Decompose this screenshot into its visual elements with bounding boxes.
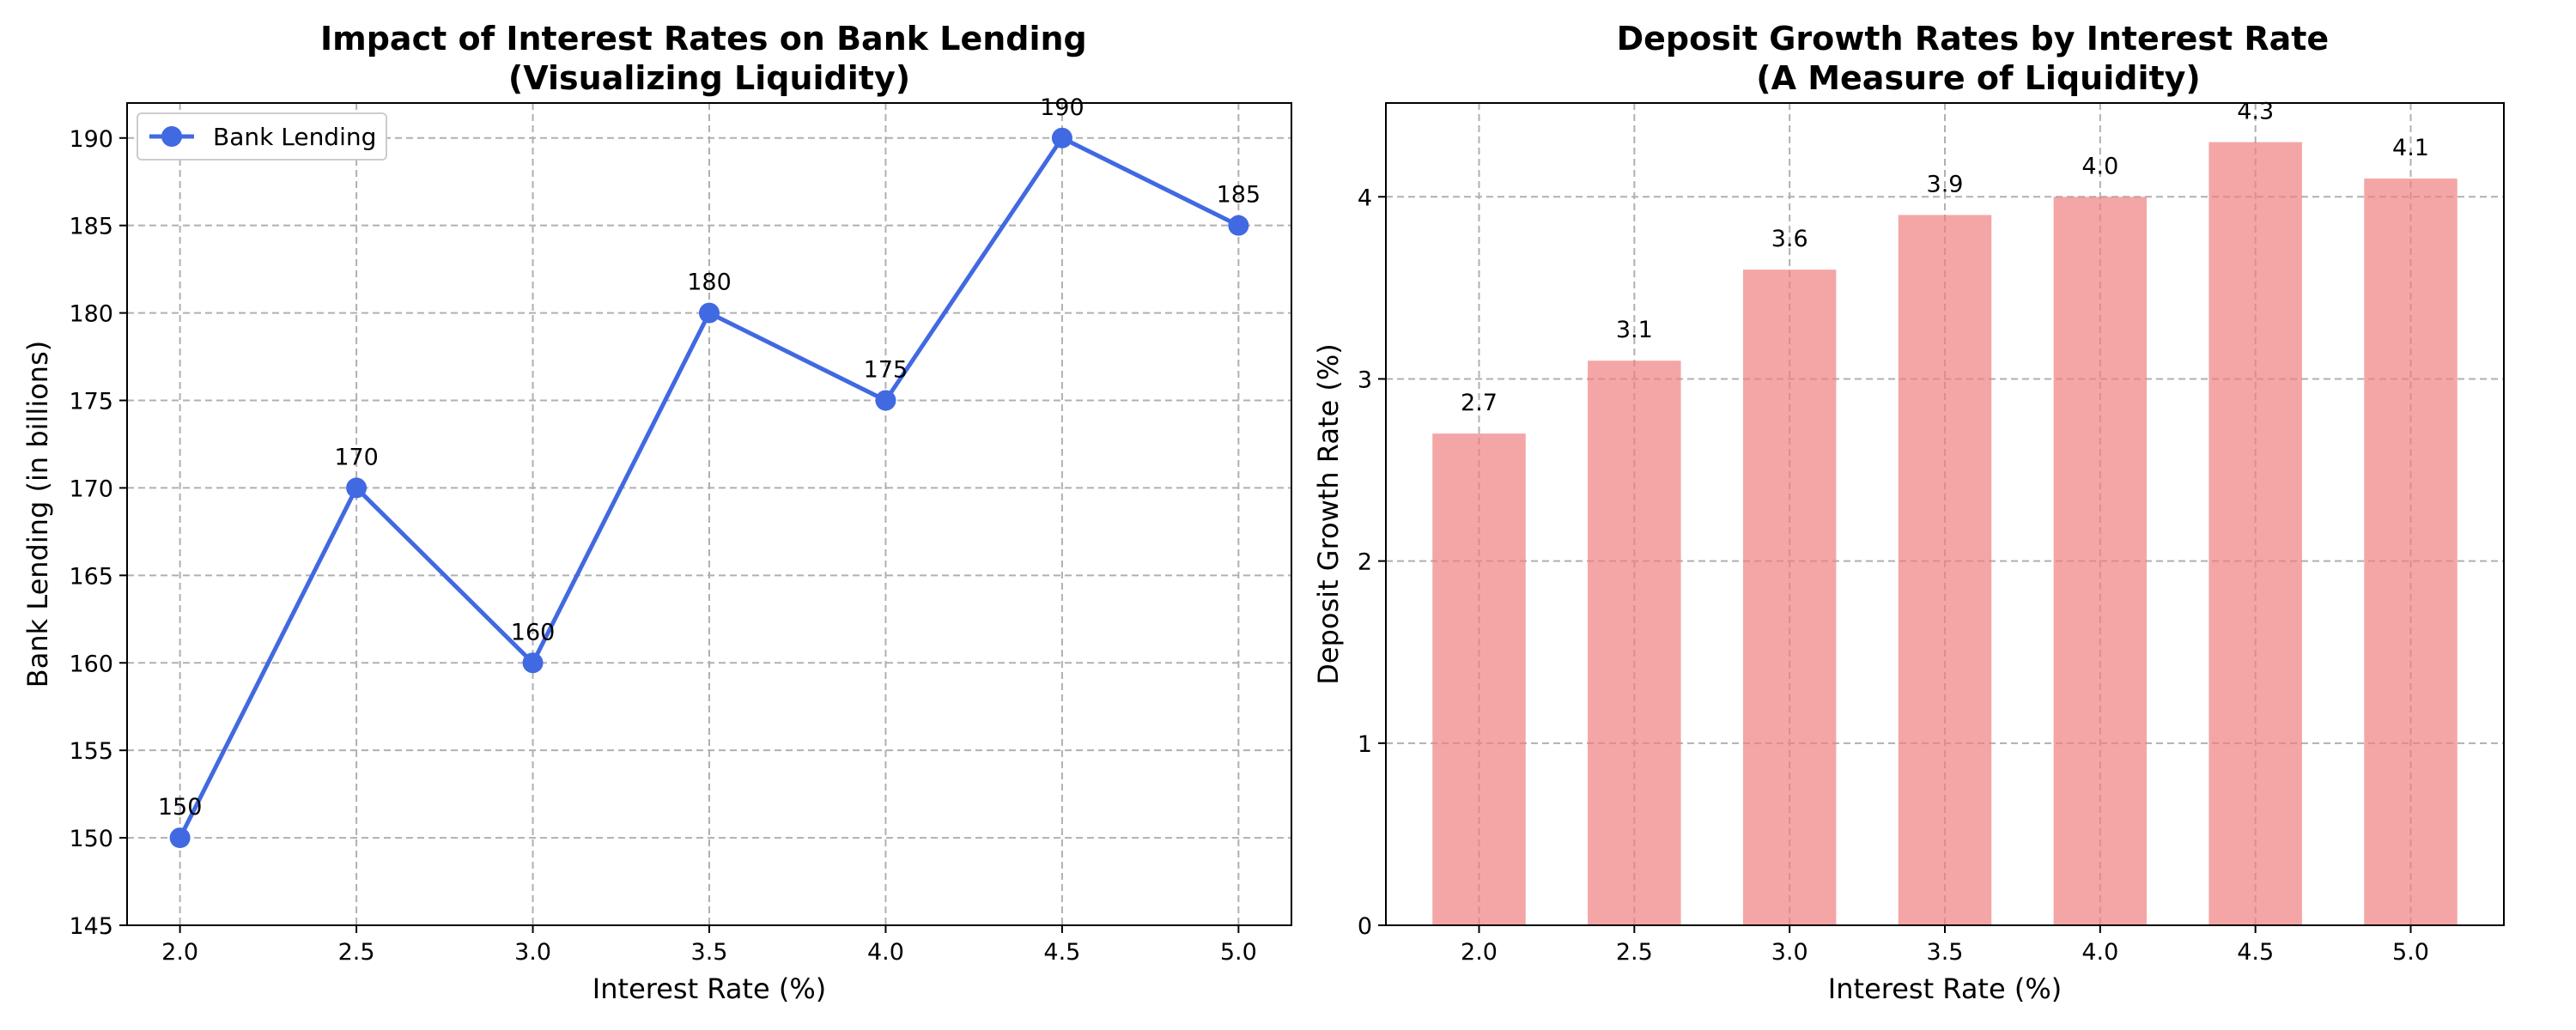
chart2-axes-frame — [1385, 102, 2505, 926]
chart1-xtick-label: 5.0 — [1220, 939, 1257, 966]
chart1-data-point — [1228, 215, 1249, 236]
chart1-data-point — [699, 302, 720, 324]
chart1-axes-frame — [126, 102, 1292, 926]
chart1-data-label: 175 — [864, 357, 908, 384]
chart1-data-point — [346, 477, 368, 499]
chart1-ytick-label: 185 — [69, 214, 113, 240]
chart2-ytick-label: 4 — [1358, 185, 1372, 211]
chart1-ytick-label: 155 — [69, 738, 113, 765]
chart2-bar — [1898, 215, 1992, 925]
chart2-bar — [2208, 142, 2302, 926]
chart1-data-label: 180 — [687, 270, 732, 296]
chart2-xtick-label: 3.5 — [1927, 939, 1964, 966]
chart2-bar — [1588, 360, 1681, 925]
chart2-ylabel: Deposit Growth Rate (%) — [1312, 343, 1345, 684]
chart1-xtick-label: 2.5 — [338, 939, 375, 966]
chart2-bar — [1432, 433, 1526, 926]
chart1-ytick-label: 160 — [69, 651, 113, 677]
chart2-bar — [2364, 179, 2458, 926]
chart1-ylabel: Bank Lending (in billions) — [21, 341, 54, 688]
legend-label-bank-lending: Bank Lending — [213, 123, 376, 151]
chart2-bar — [1742, 270, 1837, 925]
chart2-data-label: 3.6 — [1771, 226, 1808, 252]
chart1-data-label: 160 — [511, 619, 556, 645]
chart2-xtick-label: 3.0 — [1771, 939, 1808, 966]
chart1-xlabel: Interest Rate (%) — [592, 972, 826, 1005]
chart1-data-labels: 150 170 160 180 175 190 185 — [158, 94, 1261, 821]
chart1-xtick-label: 4.5 — [1043, 939, 1080, 966]
chart2-bar — [2053, 197, 2148, 925]
legend-box — [137, 112, 387, 161]
chart2-xtick-label: 2.5 — [1616, 939, 1653, 966]
chart2-xtick-label: 4.0 — [2081, 939, 2118, 966]
chart2-title: Deposit Growth Rates by Interest Rate (A… — [1617, 20, 2341, 97]
chart2-title-line1: Deposit Growth Rates by Interest Rate — [1617, 20, 2330, 58]
chart1-xtick-label: 2.0 — [161, 939, 198, 966]
chart2-xlabel: Interest Rate (%) — [1828, 972, 2062, 1005]
legend-marker — [161, 126, 182, 147]
chart2-ytick-label: 2 — [1358, 549, 1372, 576]
chart1-points — [169, 127, 1249, 849]
chart1-ytick-label: 175 — [69, 389, 113, 415]
chart2-xtick-label: 2.0 — [1461, 939, 1498, 966]
chart1-data-label: 150 — [158, 794, 203, 821]
chart1-title: Impact of Interest Rates on Bank Lending… — [320, 20, 1098, 97]
chart2-xtick-label: 4.5 — [2237, 939, 2274, 966]
lending-line-chart: Impact of Interest Rates on Bank Lending… — [21, 20, 1292, 1005]
deposit-bar-chart: Deposit Growth Rates by Interest Rate (A… — [1312, 20, 2505, 1005]
chart1-data-label: 190 — [1040, 94, 1084, 121]
chart2-bars — [1432, 142, 2458, 926]
chart1-ticks: 2.0 2.5 3.0 3.5 4.0 4.5 5.0 145 150 155 160 165 170 1… — [69, 126, 1256, 966]
chart2-xtick-label: 5.0 — [2392, 939, 2429, 966]
chart1-data-point — [875, 390, 896, 411]
chart1-data-point — [522, 652, 544, 674]
chart2-title-line2: (A Measure of Liquidity) — [1756, 59, 2201, 97]
chart2-ytick-label: 0 — [1358, 913, 1372, 940]
chart1-ytick-label: 180 — [69, 301, 113, 328]
chart1-xtick-label: 4.0 — [867, 939, 904, 966]
chart1-grid — [127, 103, 1291, 926]
chart2-ticks: 0 1 2 3 4 2.0 2.5 3.0 3.5 4.0 4.5 5.0 — [1358, 185, 2429, 966]
chart1-xtick-label: 3.5 — [691, 939, 728, 966]
chart1-ytick-label: 165 — [69, 563, 113, 590]
chart1-xtick-label: 3.0 — [514, 939, 551, 966]
chart1-legend: Bank Lending — [137, 112, 387, 161]
chart2-data-label: 4.1 — [2392, 135, 2429, 161]
chart1-data-point — [169, 827, 191, 849]
chart1-title-line2: (Visualizing Liquidity) — [508, 59, 910, 97]
chart1-title-line1: Impact of Interest Rates on Bank Lending — [320, 20, 1087, 58]
chart2-ytick-label: 1 — [1358, 731, 1372, 758]
chart1-ytick-label: 145 — [69, 913, 113, 940]
chart1-ytick-label: 190 — [69, 126, 113, 153]
chart1-data-label: 185 — [1217, 182, 1261, 209]
chart1-ytick-label: 170 — [69, 476, 113, 502]
chart1-data-label: 170 — [334, 444, 379, 470]
chart2-data-label: 3.9 — [1927, 171, 1964, 197]
chart2-ytick-label: 3 — [1358, 367, 1372, 393]
chart1-data-point — [1051, 127, 1072, 148]
chart2-data-label: 3.1 — [1616, 317, 1653, 343]
chart1-ytick-label: 150 — [69, 826, 113, 852]
chart2-data-label: 2.7 — [1461, 390, 1498, 416]
chart2-data-label: 4.0 — [2081, 153, 2118, 179]
